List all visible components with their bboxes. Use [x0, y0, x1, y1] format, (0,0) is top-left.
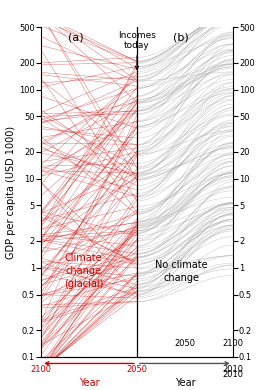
- Text: Year: Year: [174, 378, 195, 388]
- Text: 2010: 2010: [222, 370, 243, 379]
- Text: Year: Year: [79, 378, 99, 388]
- Text: 2050: 2050: [174, 339, 195, 348]
- Text: 2010: 2010: [222, 365, 243, 374]
- Text: No climate
change: No climate change: [155, 260, 207, 283]
- Text: Incomes
today: Incomes today: [118, 30, 156, 69]
- Text: 2050: 2050: [127, 365, 147, 374]
- Text: 2100: 2100: [222, 339, 243, 348]
- Text: 2100: 2100: [31, 365, 52, 374]
- Y-axis label: GDP per capita (USD 1000): GDP per capita (USD 1000): [6, 126, 16, 259]
- Text: (b): (b): [173, 32, 189, 42]
- Text: Climate
change
(glacial): Climate change (glacial): [64, 253, 103, 289]
- Text: (a): (a): [68, 32, 84, 42]
